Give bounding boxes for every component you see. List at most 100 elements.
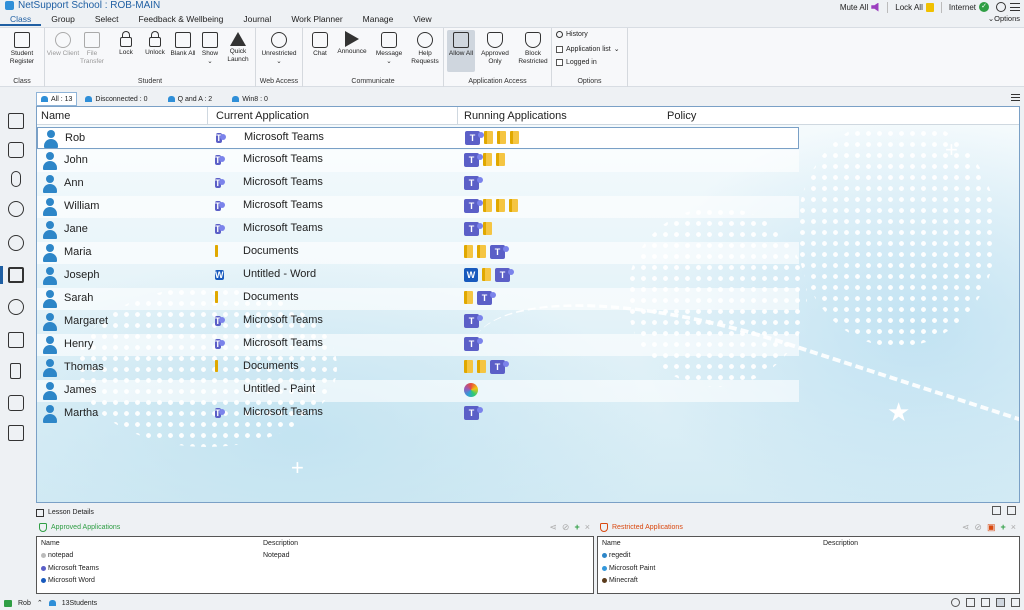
save-icon[interactable] xyxy=(992,506,1001,515)
table-row[interactable]: Jane T Microsoft Teams T xyxy=(37,219,799,241)
chevron-up-icon[interactable]: ⌃ xyxy=(36,600,43,607)
share-icon[interactable]: ⋖ xyxy=(961,522,970,532)
tab-select[interactable]: Select xyxy=(94,14,119,24)
lock-icon xyxy=(120,31,132,47)
restricted-col-description[interactable]: Description xyxy=(823,540,859,547)
monitor-view-icon[interactable] xyxy=(981,598,990,607)
sidebar-printer[interactable] xyxy=(5,329,27,351)
approved-col-description[interactable]: Description xyxy=(263,540,299,547)
status-user[interactable]: Rob xyxy=(18,599,31,607)
column-divider[interactable] xyxy=(457,107,458,125)
sidebar-applications[interactable] xyxy=(0,264,33,286)
approved-item[interactable]: notepad xyxy=(41,552,73,559)
remove-icon[interactable]: × xyxy=(1010,522,1016,532)
block-icon[interactable]: ⊘ xyxy=(974,522,982,532)
mute-all-button[interactable]: Mute All xyxy=(837,2,883,12)
logged-in-checkbox[interactable]: Logged in xyxy=(556,59,597,66)
sidebar-thumbnails[interactable] xyxy=(5,422,27,444)
column-current-application[interactable]: Current Application xyxy=(216,110,309,122)
restricted-item[interactable]: Microsoft Paint xyxy=(602,565,655,572)
filter-disconnected[interactable]: Disconnected : 0 xyxy=(81,92,151,106)
sidebar-usb[interactable] xyxy=(5,360,27,382)
tab-work-planner[interactable]: Work Planner xyxy=(291,14,343,24)
sidebar-home[interactable] xyxy=(5,110,27,132)
file-transfer-button[interactable]: File Transfer xyxy=(75,30,109,72)
table-row[interactable]: Martha T Microsoft Teams T xyxy=(37,403,799,425)
share-icon[interactable]: ⋖ xyxy=(549,522,557,532)
restricted-item[interactable]: regedit xyxy=(602,552,630,559)
table-row[interactable]: Thomas Documents T xyxy=(37,357,799,379)
column-policy[interactable]: Policy xyxy=(667,110,697,122)
table-row[interactable]: Maria Documents T xyxy=(37,242,799,264)
approved-only-button[interactable]: Approved Only xyxy=(477,30,513,72)
export-icon[interactable] xyxy=(1007,506,1016,515)
tab-manage[interactable]: Manage xyxy=(362,14,394,24)
announce-button[interactable]: Announce xyxy=(335,30,369,72)
internet-button[interactable]: Internet ✓ xyxy=(946,2,992,12)
unrestricted-button[interactable]: Unrestricted ⌄ xyxy=(258,30,300,72)
blank-all-button[interactable]: Blank All xyxy=(166,30,200,72)
column-name[interactable]: Name xyxy=(41,110,71,122)
lock-all-button[interactable]: Lock All xyxy=(892,2,937,12)
table-row[interactable]: Sarah Documents T xyxy=(37,288,799,310)
restricted-col-name[interactable]: Name xyxy=(602,540,621,547)
lock-user-icon[interactable] xyxy=(966,598,975,607)
filter-win8[interactable]: Win8 : 0 xyxy=(228,92,272,106)
sparkle-icon: + xyxy=(291,455,304,480)
sidebar-reports[interactable] xyxy=(5,296,27,318)
user-icon[interactable] xyxy=(951,598,960,607)
allow-all-button[interactable]: Allow All xyxy=(447,30,475,72)
filter-q-and-a[interactable]: Q and A : 2 xyxy=(164,92,217,106)
teams-icon: T xyxy=(464,176,483,190)
sidebar-survey[interactable] xyxy=(5,198,27,220)
tab-journal[interactable]: Journal xyxy=(243,14,272,24)
sidebar-keyboard[interactable] xyxy=(5,392,27,414)
history-button[interactable]: History xyxy=(556,31,588,38)
table-row[interactable]: Henry T Microsoft Teams T xyxy=(37,334,799,356)
approved-col-name[interactable]: Name xyxy=(41,540,60,547)
menu-icon[interactable] xyxy=(1010,3,1020,11)
column-divider[interactable] xyxy=(207,107,208,125)
sidebar-web[interactable] xyxy=(5,232,27,254)
table-row[interactable]: Rob T Microsoft Teams T xyxy=(37,127,799,149)
table-row[interactable]: Margaret T Microsoft Teams T xyxy=(37,311,799,333)
add-icon[interactable]: + xyxy=(1000,522,1006,532)
view-client-button[interactable]: View Client xyxy=(46,30,80,72)
lock-button[interactable]: Lock xyxy=(109,30,143,72)
block-restricted-button[interactable]: Block Restricted xyxy=(515,30,551,72)
sidebar-audio[interactable] xyxy=(5,168,27,190)
sidebar-monitor[interactable] xyxy=(5,139,27,161)
unlock-button[interactable]: Unlock xyxy=(138,30,172,72)
add-icon[interactable]: + xyxy=(574,522,580,532)
quick-launch-button[interactable]: Quick Launch xyxy=(221,30,255,72)
column-running-applications[interactable]: Running Applications xyxy=(464,110,567,122)
restricted-item[interactable]: Minecraft xyxy=(602,577,638,584)
grid-view-icon[interactable] xyxy=(996,598,1005,607)
unlock-label: Unlock xyxy=(145,49,165,56)
tab-feedback-wellbeing[interactable]: Feedback & Wellbeing xyxy=(138,14,224,24)
table-row[interactable]: William T Microsoft Teams T xyxy=(37,196,799,218)
tab-class[interactable]: Class xyxy=(0,12,42,26)
help-requests-button[interactable]: Help Requests xyxy=(407,30,443,72)
application-list-button[interactable]: Application list ⌄ xyxy=(556,45,620,53)
student-register-button[interactable]: Student Register xyxy=(5,30,39,72)
show-button[interactable]: Show ⌄ xyxy=(193,30,227,72)
filter-all[interactable]: All : 13 xyxy=(36,92,78,106)
tab-view[interactable]: View xyxy=(413,14,432,24)
table-row[interactable]: Joseph W Untitled - Word W T xyxy=(37,265,799,287)
table-row[interactable]: Ann T Microsoft Teams T xyxy=(37,173,799,195)
chat-button[interactable]: Chat xyxy=(303,30,337,72)
approved-item[interactable]: Microsoft Teams xyxy=(41,565,99,572)
message-button[interactable]: Message ⌄ xyxy=(372,30,406,72)
options-dropdown[interactable]: ⌄Options xyxy=(987,14,1020,23)
view-menu-icon[interactable] xyxy=(1011,94,1020,101)
approved-item[interactable]: Microsoft Word xyxy=(41,577,95,584)
tab-group[interactable]: Group xyxy=(51,14,75,24)
remove-icon[interactable]: × xyxy=(584,522,590,532)
restricted-list-icon[interactable]: ▣ xyxy=(986,522,996,532)
list-view-icon[interactable] xyxy=(1011,598,1020,607)
table-row[interactable]: John T Microsoft Teams T xyxy=(37,150,799,172)
clock-icon[interactable] xyxy=(996,2,1006,12)
table-row[interactable]: James Untitled - Paint xyxy=(37,380,799,402)
block-icon[interactable]: ⊘ xyxy=(561,522,570,532)
